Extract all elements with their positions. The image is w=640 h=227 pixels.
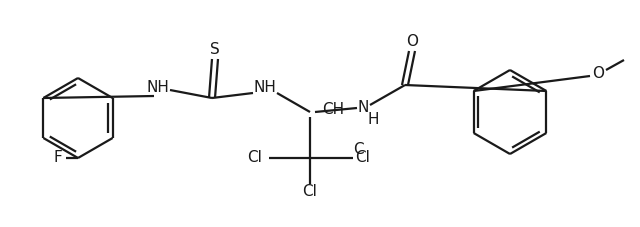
Text: Cl: Cl bbox=[355, 151, 370, 165]
Text: H: H bbox=[367, 113, 379, 128]
Text: NH: NH bbox=[253, 81, 276, 96]
Text: CH: CH bbox=[322, 103, 344, 118]
Text: N: N bbox=[357, 101, 369, 116]
Text: NH: NH bbox=[147, 81, 170, 96]
Text: Cl: Cl bbox=[303, 185, 317, 200]
Text: O: O bbox=[406, 35, 418, 49]
Text: Cl: Cl bbox=[248, 151, 262, 165]
Text: F: F bbox=[54, 151, 62, 165]
Text: S: S bbox=[210, 42, 220, 57]
Text: C: C bbox=[353, 143, 364, 158]
Text: O: O bbox=[592, 66, 604, 81]
